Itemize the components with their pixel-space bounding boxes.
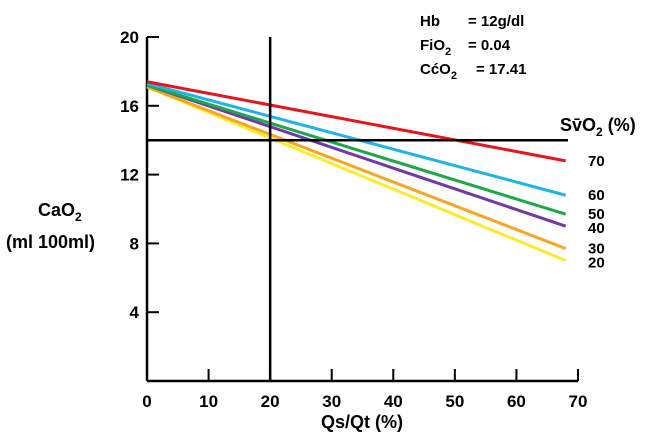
legend-title: Sv̄O2 (%) (560, 115, 636, 139)
x-tick-label: 0 (142, 392, 151, 411)
y-tick-label: 8 (130, 234, 139, 253)
hb-value: = 12g/dl (468, 13, 524, 30)
series-label-50: 50 (588, 206, 605, 223)
x-tick-label: 30 (322, 392, 341, 411)
series-label-20: 20 (588, 255, 605, 272)
series-line-50 (146, 83, 567, 216)
fio2-label: FiO2 (420, 37, 451, 58)
annotation-block: Hb = 12g/dl FiO2 = 0.04 CćO2 = 17.41 (420, 13, 526, 82)
y-tick-label: 4 (130, 303, 140, 322)
x-tick-label: 20 (261, 392, 280, 411)
fio2-value: = 0.04 (468, 37, 511, 54)
x-tick-label: 70 (569, 392, 588, 411)
x-tick-label: 60 (507, 392, 526, 411)
cco2-label: CćO2 (420, 61, 457, 82)
hb-label: Hb (420, 13, 440, 30)
series-label-70: 70 (588, 153, 605, 170)
x-tick-label: 50 (445, 392, 464, 411)
series-line-40 (146, 83, 567, 228)
cco2-value: = 17.41 (476, 61, 526, 78)
series-line-30 (146, 85, 567, 250)
y-tick-label: 20 (120, 28, 139, 47)
series-label-40: 40 (588, 220, 605, 237)
y-axis-title-units: (ml 100ml) (6, 232, 95, 252)
y-axis-title-main: CaO2 (38, 200, 82, 224)
y-tick-label: 12 (120, 166, 139, 185)
x-axis-title: Qs/Qt (%) (321, 412, 403, 432)
x-tick-label: 40 (384, 392, 403, 411)
series-label-60: 60 (588, 187, 605, 204)
series-line-20 (146, 85, 567, 262)
series-line-70 (146, 80, 566, 163)
y-axis-title: CaO2 (ml 100ml) (6, 200, 95, 252)
x-tick-label: 10 (199, 392, 218, 411)
series-label-30: 30 (588, 241, 605, 258)
y-tick-label: 16 (120, 97, 139, 116)
